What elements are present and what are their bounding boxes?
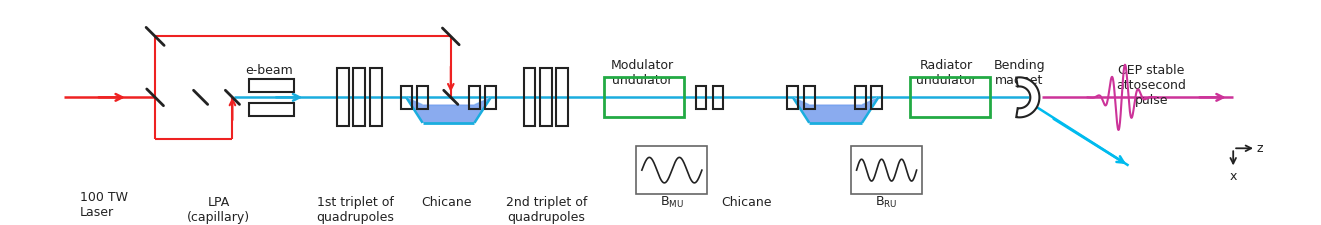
Bar	[851, 146, 922, 194]
Text: B$_{\rm MU}$: B$_{\rm MU}$	[660, 182, 684, 197]
Text: Bending
magnet: Bending magnet	[993, 59, 1045, 87]
Text: z: z	[1256, 142, 1263, 155]
Text: Chicane: Chicane	[721, 196, 771, 209]
Text: 100 TW
Laser: 100 TW Laser	[79, 191, 128, 219]
Polygon shape	[407, 97, 491, 123]
Text: 1st triplet of
quadrupoles: 1st triplet of quadrupoles	[316, 196, 394, 224]
Bar	[871, 86, 882, 109]
Bar	[540, 68, 552, 126]
Text: B$_{\rm RU}$: B$_{\rm RU}$	[876, 195, 898, 210]
Bar	[248, 103, 295, 116]
Bar	[637, 146, 707, 194]
Bar	[696, 86, 707, 109]
Text: Radiator
undulator: Radiator undulator	[917, 59, 976, 87]
Bar	[910, 77, 991, 117]
Bar	[787, 86, 798, 109]
Text: B$_{\rm RU}$: B$_{\rm RU}$	[876, 182, 898, 197]
Text: x: x	[1230, 170, 1236, 183]
Text: LPA
(capillary): LPA (capillary)	[188, 196, 251, 224]
Bar	[337, 68, 349, 126]
Bar	[803, 86, 815, 109]
Bar	[604, 77, 684, 117]
Bar	[370, 68, 382, 126]
Bar	[469, 86, 480, 109]
Bar	[400, 86, 412, 109]
Text: Modulator
undulator: Modulator undulator	[610, 59, 674, 87]
Text: B$_{\rm MU}$: B$_{\rm MU}$	[660, 195, 684, 210]
Bar	[713, 86, 723, 109]
Bar	[523, 68, 535, 126]
Polygon shape	[407, 97, 491, 123]
Polygon shape	[793, 97, 878, 123]
Bar	[556, 68, 568, 126]
Bar	[417, 86, 428, 109]
Text: e-beam: e-beam	[244, 64, 293, 77]
Polygon shape	[1016, 77, 1040, 117]
Bar	[248, 79, 295, 92]
Bar	[354, 68, 366, 126]
Text: 2nd triplet of
quadrupoles: 2nd triplet of quadrupoles	[506, 196, 587, 224]
Polygon shape	[793, 97, 878, 123]
Bar	[855, 86, 865, 109]
Text: CEP stable
attosecond
pulse: CEP stable attosecond pulse	[1116, 64, 1186, 107]
Bar	[485, 86, 497, 109]
Text: Chicane: Chicane	[421, 196, 472, 209]
